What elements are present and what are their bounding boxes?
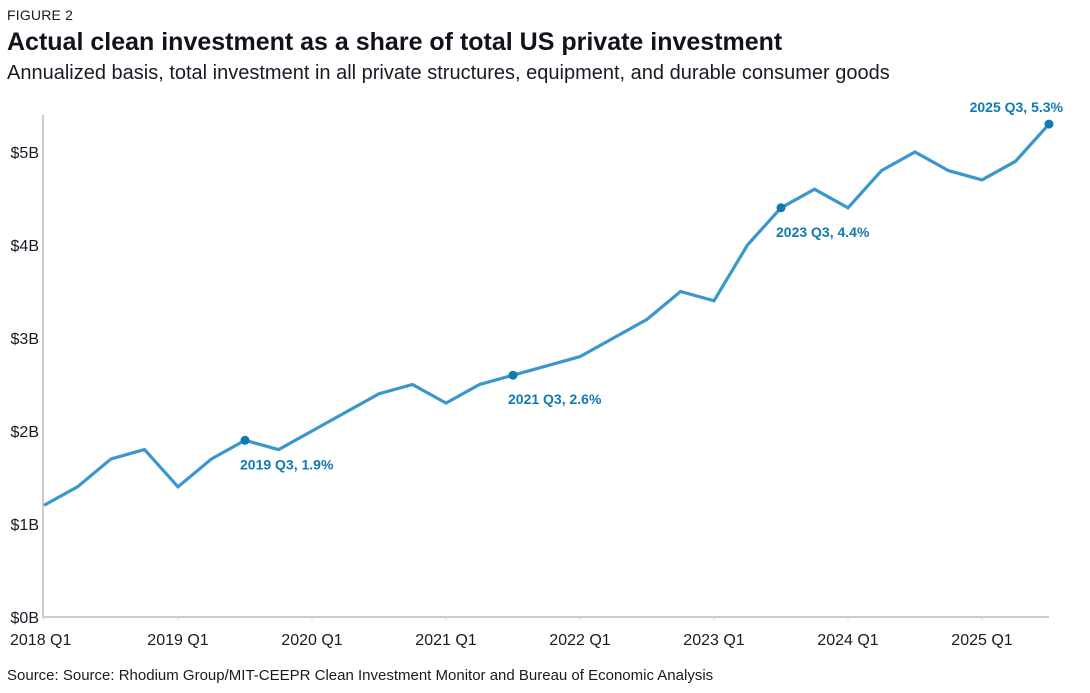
y-tick-label: $5B	[11, 145, 39, 162]
x-tick-label: 2023 Q1	[683, 632, 744, 649]
annotations-group: 2019 Q3, 1.9% 2021 Q3, 2.6% 2023 Q3, 4.4% 2…	[240, 99, 1064, 472]
x-tick-label: 2020 Q1	[281, 632, 342, 649]
annotation-marker	[508, 370, 518, 380]
source-note: Source: Source: Rhodium Group/MIT-CEEPR …	[7, 667, 714, 684]
x-tick-label: 2021 Q1	[415, 632, 476, 649]
annotation-label: 2019 Q3, 1.9%	[240, 456, 334, 472]
y-tick-label: $1B	[11, 517, 39, 534]
figure-label: FIGURE 2	[7, 7, 74, 23]
series-line	[43, 123, 1051, 507]
annotation-label: 2021 Q3, 2.6%	[508, 391, 602, 407]
x-axis-ticks: 2018 Q1 2019 Q1 2020 Q1 2021 Q1 2022 Q1 2023 …	[10, 617, 1013, 649]
x-tick-label: 2024 Q1	[817, 632, 878, 649]
chart-title: Actual clean investment as a share of to…	[7, 28, 783, 56]
annotation-marker	[776, 203, 786, 213]
annotation-marker	[240, 435, 250, 445]
annotation-label: 2025 Q3, 5.3%	[970, 99, 1064, 115]
x-tick-label: 2022 Q1	[549, 632, 610, 649]
annotation-label: 2023 Q3, 4.4%	[776, 224, 870, 240]
y-tick-label: $2B	[11, 424, 39, 441]
chart-subtitle: Annualized basis, total investment in al…	[7, 62, 890, 84]
x-tick-label: 2025 Q1	[951, 632, 1012, 649]
y-tick-label: $0B	[11, 610, 39, 627]
y-tick-label: $4B	[11, 238, 39, 255]
series-group	[43, 123, 1051, 507]
y-tick-label: $3B	[11, 331, 39, 348]
x-tick-label: 2018 Q1	[10, 632, 71, 649]
annotation-marker	[1044, 119, 1054, 129]
x-tick-label: 2019 Q1	[147, 632, 208, 649]
y-axis-ticks: $0B $1B $2B $3B $4B $5B	[11, 145, 39, 627]
